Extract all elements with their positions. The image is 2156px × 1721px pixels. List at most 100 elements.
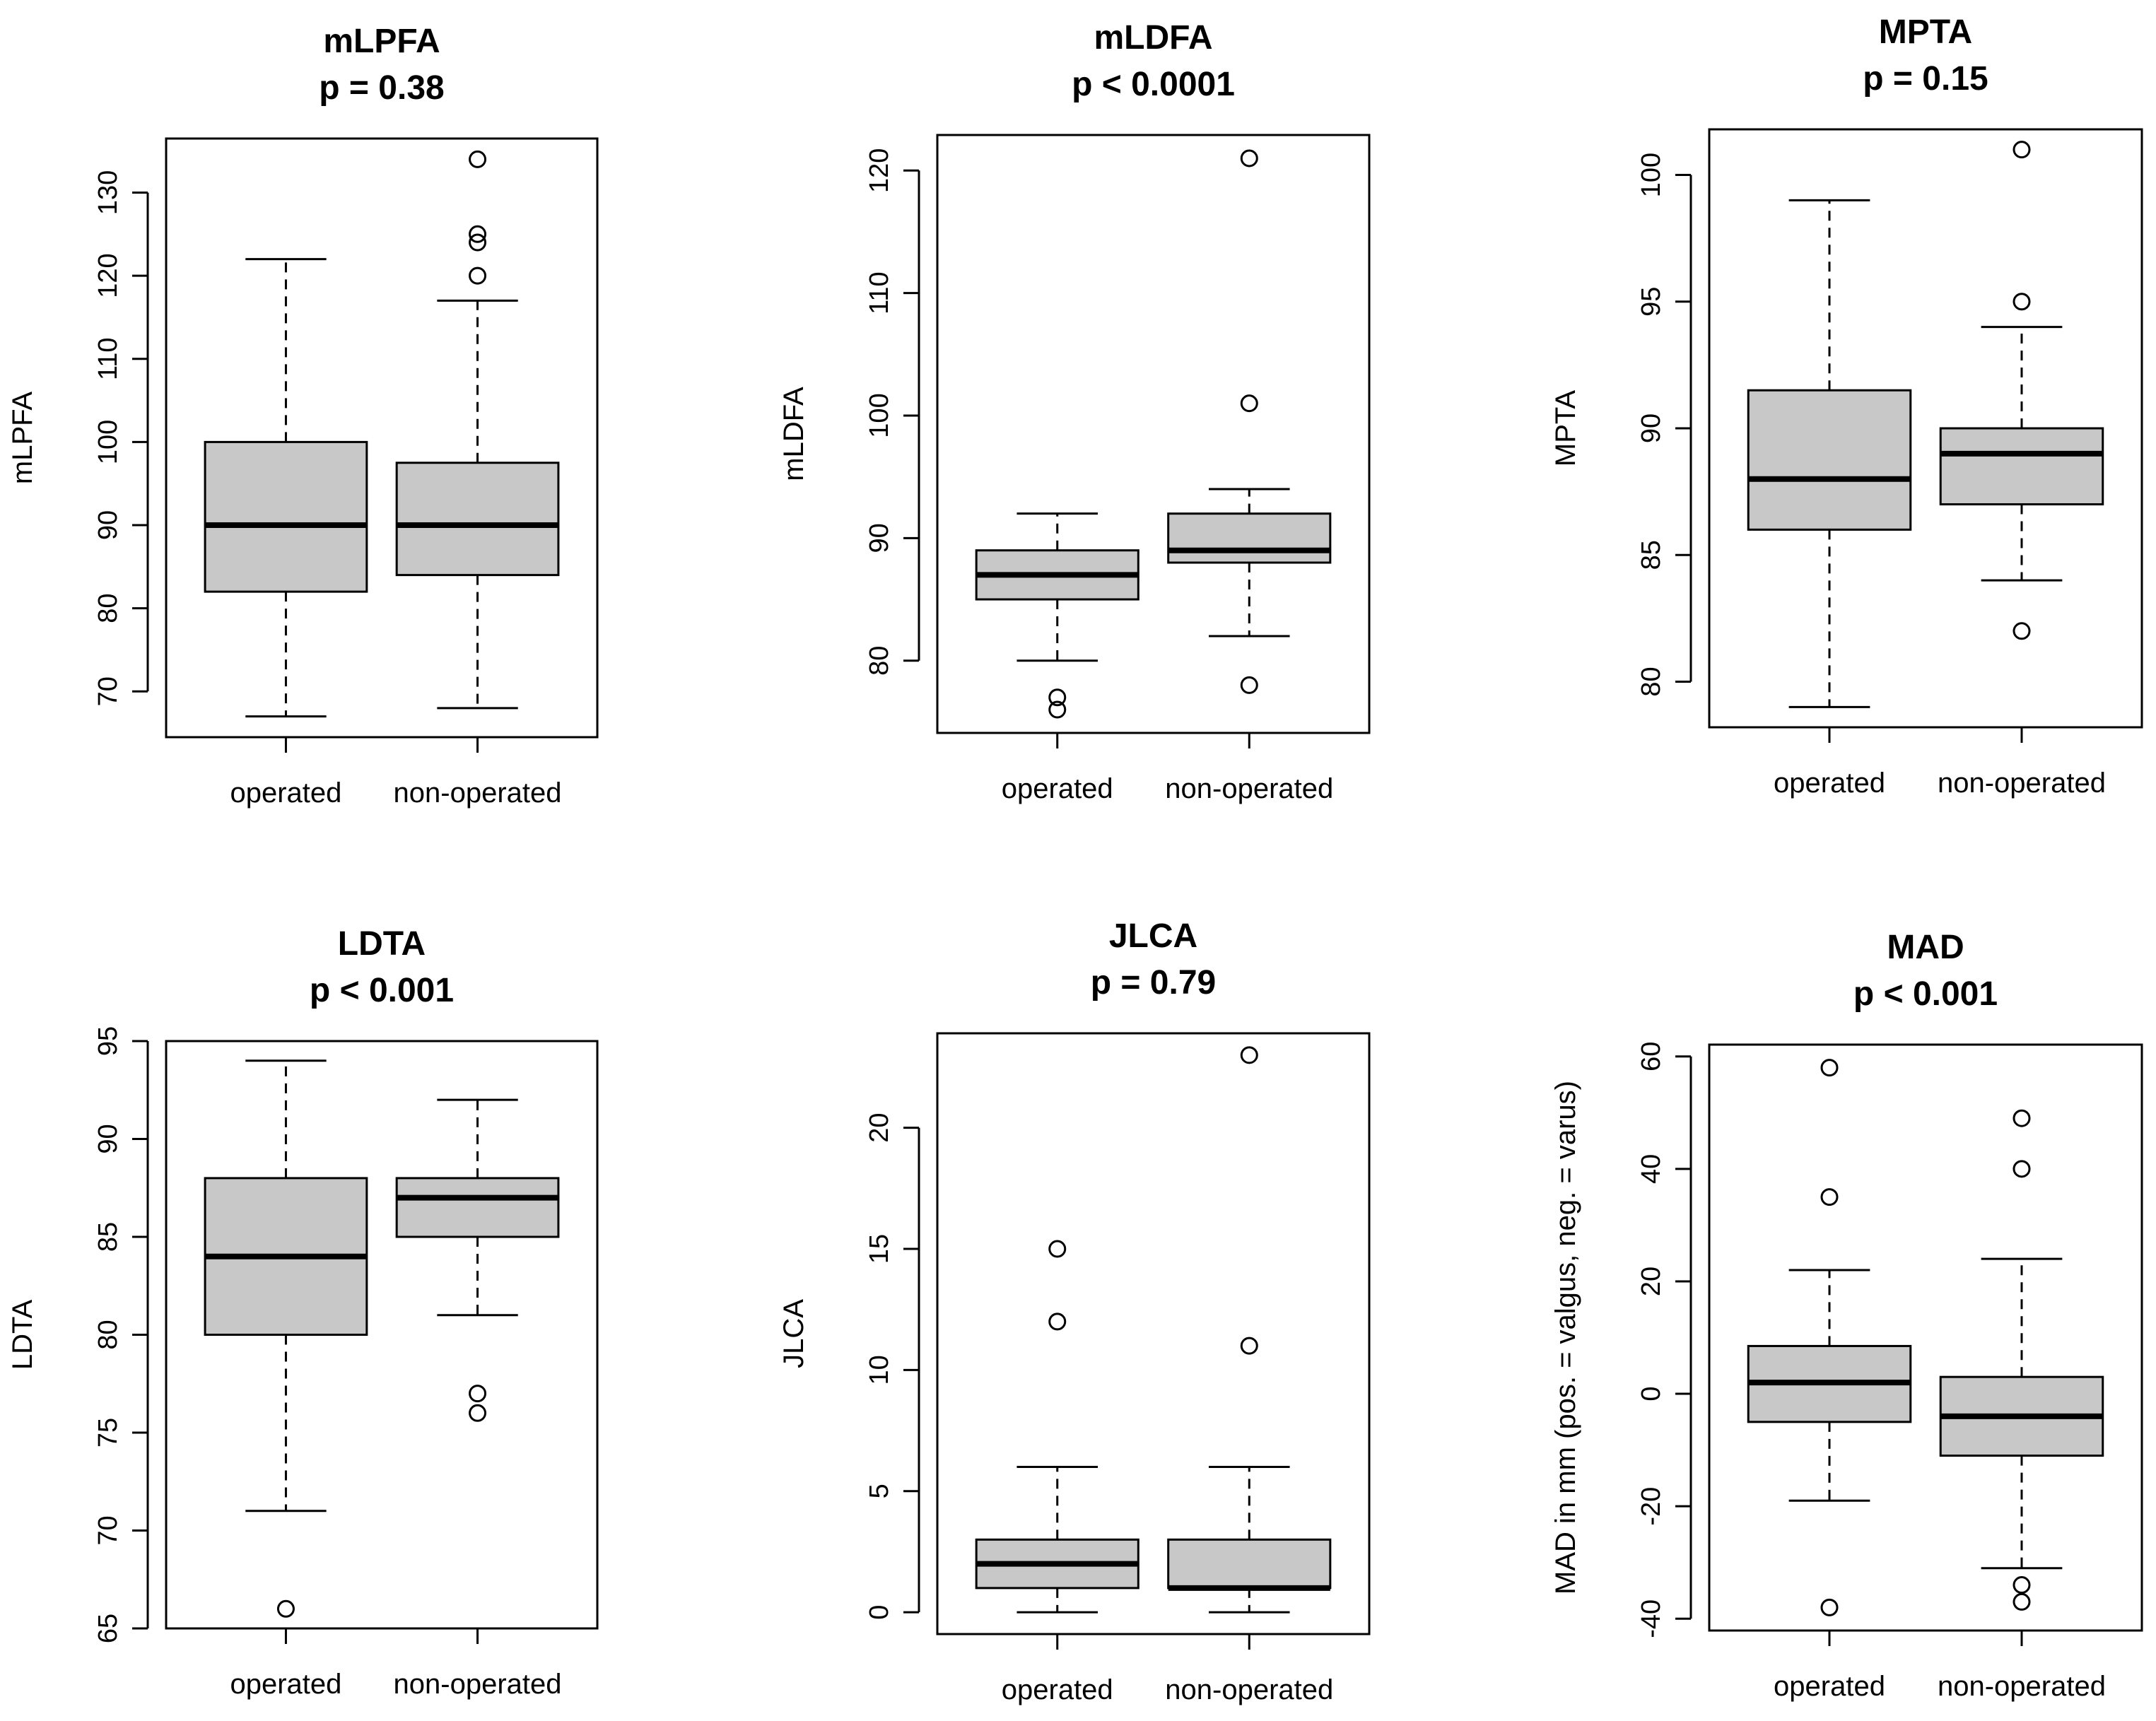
chart-5-non-operated-box [1167,1538,1332,1590]
chart-6-title: MAD [1887,929,1964,966]
chart-1-y-tick-label: 100 [93,420,123,464]
chart-5-y-tick-label: 5 [865,1484,894,1498]
chart-4-y-axis-label: LDTA [7,1300,38,1370]
chart-3-non-operated-outlier [2013,622,2031,640]
chart-4-x-tick-label-2: non-operated [394,1669,562,1700]
chart-1-x-tick-label-1: operated [230,777,341,809]
chart-4-non-operated-outlier [469,1404,487,1422]
chart-5-y-tick-label: 10 [865,1355,894,1385]
chart-1-p-value: p = 0.38 [319,69,444,107]
chart-1-title: mLPFA [323,23,440,60]
chart-1-non-operated-outlier [469,233,487,252]
chart-6-operated-outlier [1820,1188,1839,1206]
chart-2-non-operated-outlier [1240,149,1258,168]
chart-4-non-operated-outlier [469,1385,487,1403]
chart-4-y-tick-label: 70 [93,1515,123,1545]
chart-2-y-tick-label: 90 [865,523,894,553]
chart-1-non-operated-outlier [469,150,487,168]
chart-4-y-tick-label: 65 [93,1614,123,1643]
chart-3-y-tick-label: 100 [1636,153,1666,197]
chart-1-non-operated-outlier [469,266,487,285]
chart-2-x-tick-label-1: operated [1002,773,1113,804]
chart-4-y-tick-label: 85 [93,1222,123,1252]
chart-5-y-tick-label: 15 [865,1234,894,1264]
chart-3-x-tick-label-1: operated [1774,768,1885,799]
chart-1-plot-frame [165,137,599,739]
chart-6-y-tick-label: 0 [1636,1386,1666,1401]
chart-6-y-tick-label: -20 [1636,1487,1666,1526]
chart-3-non-operated-outlier [2013,141,2031,159]
chart-6-non-operated-outlier [2013,1592,2031,1611]
chart-4-y-tick-label: 80 [93,1320,123,1349]
chart-3-y-tick-label: 80 [1636,666,1666,696]
chart-1-y-tick-label: 70 [93,676,123,706]
chart-6-non-operated-outlier [2013,1576,2031,1594]
chart-5-y-tick-label: 20 [865,1113,894,1143]
chart-2-y-tick-label: 120 [865,148,894,193]
chart-4-plot-frame [165,1040,599,1630]
chart-5-x-tick-label-1: operated [1002,1674,1113,1705]
chart-1-y-axis-label: mLPFA [7,392,38,484]
chart-5-operated-outlier [1048,1240,1067,1258]
chart-2-y-axis-label: mLDFA [778,387,809,481]
chart-3-y-tick-label: 90 [1636,413,1666,443]
chart-5-plot-frame [936,1032,1371,1635]
chart-6-y-tick-label: 20 [1636,1267,1666,1296]
chart-4-p-value: p < 0.001 [310,972,454,1009]
chart-2-y-tick-label: 80 [865,646,894,676]
chart-3-y-tick-label: 95 [1636,287,1666,317]
chart-6-operated-outlier [1820,1598,1839,1616]
chart-2-title: mLDFA [1094,19,1213,57]
chart-2-y-tick-label: 100 [865,393,894,437]
chart-6-operated-outlier [1820,1059,1839,1077]
chart-6-plot-frame [1708,1043,2143,1632]
chart-2-non-operated-outlier [1240,394,1258,413]
chart-1-y-tick-label: 90 [93,510,123,540]
chart-2-non-operated-box [1167,512,1332,564]
chart-3-non-operated-box [1939,427,2104,506]
chart-2-p-value: p < 0.0001 [1072,66,1235,103]
chart-2-non-operated-outlier [1240,676,1258,694]
chart-3-operated-box [1747,389,1912,531]
chart-4-y-tick-label: 90 [93,1124,123,1153]
chart-3-plot-frame [1708,128,2143,729]
chart-5-title: JLCA [1109,917,1197,955]
chart-6-y-axis-label: MAD in mm (pos. = valgus, neg. = varus) [1550,1081,1581,1594]
chart-3-non-operated-outlier [2013,293,2031,311]
chart-1-y-tick-label: 130 [93,170,123,215]
chart-1-non-operated-box [395,462,560,577]
chart-6-y-tick-label: 40 [1636,1154,1666,1184]
chart-5-non-operated-outlier [1240,1337,1258,1355]
chart-5-y-tick-label: 0 [865,1605,894,1620]
chart-5-non-operated-outlier [1240,1046,1258,1064]
chart-6-x-tick-label-2: non-operated [1938,1671,2106,1702]
chart-3-y-tick-label: 85 [1636,540,1666,570]
chart-4-non-operated-box [395,1177,560,1238]
chart-3-p-value: p = 0.15 [1863,60,1988,98]
chart-6-non-operated-outlier [2013,1160,2031,1178]
chart-4-title: LDTA [338,925,426,963]
chart-2-y-tick-label: 110 [865,271,894,315]
chart-1-y-tick-label: 120 [93,253,123,298]
chart-6-p-value: p < 0.001 [1853,975,1998,1013]
chart-3-y-axis-label: MPTA [1550,390,1581,466]
chart-1-y-tick-label: 110 [93,337,123,380]
chart-4-y-tick-label: 95 [93,1026,123,1056]
chart-1-non-operated-outlier [469,225,487,243]
chart-2-plot-frame [936,134,1371,734]
chart-4-x-tick-label-1: operated [230,1669,341,1700]
chart-4-y-tick-label: 75 [93,1418,123,1447]
chart-1-y-tick-label: 80 [93,594,123,623]
chart-2-operated-outlier [1048,688,1067,707]
chart-1-operated-box [204,440,368,593]
chart-6-y-tick-label: 60 [1636,1042,1666,1071]
chart-6-x-tick-label-1: operated [1774,1671,1885,1702]
chart-5-y-axis-label: JLCA [778,1299,809,1368]
chart-5-p-value: p = 0.79 [1091,964,1216,1002]
chart-3-x-tick-label-2: non-operated [1938,768,2106,799]
chart-2-x-tick-label-2: non-operated [1165,773,1333,804]
chart-2-operated-outlier [1048,700,1067,719]
chart-5-operated-outlier [1048,1312,1067,1331]
chart-4-operated-outlier [276,1599,295,1618]
